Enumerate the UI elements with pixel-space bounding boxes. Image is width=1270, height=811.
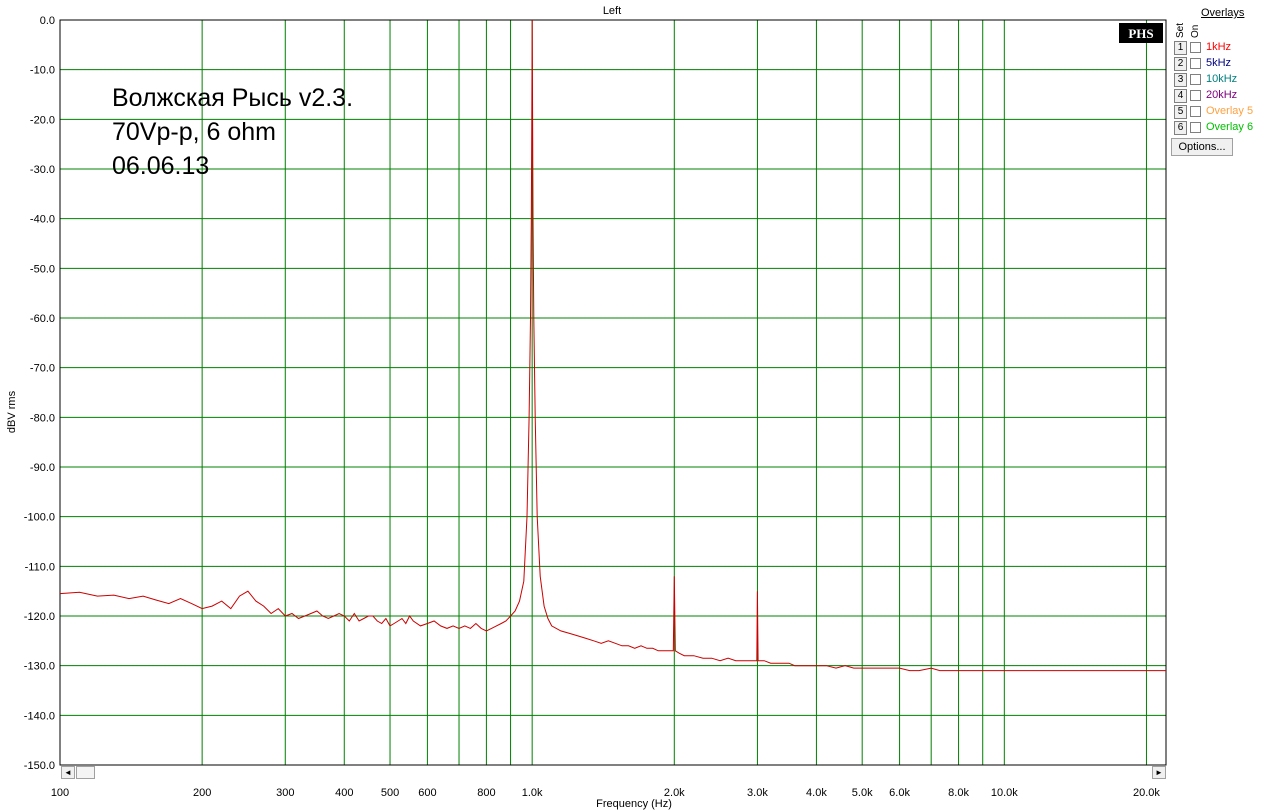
y-tick-label: -10.0 [30,65,55,77]
overlay-checkbox[interactable] [1190,58,1201,69]
y-tick-label: -20.0 [30,114,55,126]
x-tick-label: 5.0k [852,787,873,799]
options-button[interactable]: Options... [1171,138,1233,156]
logo: PHS [1128,26,1153,41]
y-tick-label: -30.0 [30,164,55,176]
x-tick-label: 600 [418,787,436,799]
x-tick-label: 100 [51,787,69,799]
x-tick-label: 4.0k [806,787,827,799]
overlay-label: 20kHz [1206,89,1238,101]
chart-title: Left [603,5,621,17]
overlay-checkbox[interactable] [1190,90,1201,101]
overlay-label: Overlay 5 [1206,105,1254,117]
overlay-label: 1kHz [1206,41,1232,53]
x-axis: 100 200 300 400 500 600 800 1.0k 2.0k 3.0k 4.0k 5.0… [51,787,1161,799]
annotation-line: 06.06.13 [112,152,209,180]
y-tick-label: -80.0 [30,412,55,424]
trace [59,19,1166,672]
overlay-set-button[interactable]: 5 [1174,105,1187,119]
overlays-header-set: Set [1175,22,1186,38]
y-tick-label: -60.0 [30,313,55,325]
spectrum-line [59,19,1166,672]
scroll-left-button[interactable]: ◄ [61,766,75,779]
x-tick-label: 1.0k [522,787,543,799]
overlay-checkbox[interactable] [1190,74,1201,85]
x-tick-label: 800 [477,787,495,799]
overlay-checkbox[interactable] [1190,42,1201,53]
overlay-set-button[interactable]: 4 [1174,89,1187,103]
overlay-label: 5kHz [1206,57,1232,69]
x-tick-label: 300 [276,787,294,799]
overlays-header-on: On [1190,24,1201,38]
x-tick-label: 400 [335,787,353,799]
y-axis: 0.0 -10.0 -20.0 -30.0 -40.0 -50.0 -60.0 -70.0 -8… [24,15,55,772]
x-tick-label: 8.0k [948,787,969,799]
overlay-label: 10kHz [1206,73,1238,85]
overlay-set-button[interactable]: 2 [1174,57,1187,71]
y-tick-label: -110.0 [25,561,55,573]
x-tick-label: 6.0k [889,787,910,799]
y-tick-label: -120.0 [24,611,55,623]
y-tick-label: -90.0 [30,462,55,474]
y-tick-label: -130.0 [24,661,55,673]
grid [59,19,1166,766]
overlays-title[interactable]: Overlays [1201,7,1245,19]
x-tick-label: 20.0k [1133,787,1160,799]
scroll-thumb[interactable] [76,766,95,779]
x-axis-label: Frequency (Hz) [596,798,672,810]
overlay-set-button[interactable]: 6 [1174,121,1187,135]
y-tick-label: 0.0 [40,15,55,27]
x-tick-label: 200 [193,787,211,799]
y-tick-label: -150.0 [24,760,55,772]
logo-box [1119,23,1163,43]
y-tick-label: -70.0 [30,363,55,375]
x-tick-label: 3.0k [747,787,768,799]
plot-frame [59,19,1167,766]
y-tick-label: -140.0 [24,710,55,722]
x-tick-label: 2.0k [664,787,685,799]
x-tick-label: 500 [381,787,399,799]
y-tick-label: -40.0 [30,214,55,226]
annotation-line: 70Vp-p, 6 ohm [112,118,276,146]
overlay-set-button[interactable]: 1 [1174,41,1187,55]
x-tick-label: 10.0k [991,787,1018,799]
y-axis-label: dBV rms [6,390,18,433]
annotation: Волжская Рысь v2.3. 70Vp-p, 6 ohm 06.06.13 [112,84,353,180]
overlay-set-button[interactable]: 3 [1174,73,1187,87]
scroll-right-button[interactable]: ► [1152,766,1166,779]
y-tick-label: -50.0 [30,263,55,275]
overlay-label: Overlay 6 [1206,121,1254,133]
annotation-line: Волжская Рысь v2.3. [112,84,353,112]
overlay-checkbox[interactable] [1190,122,1201,133]
overlay-checkbox[interactable] [1190,106,1201,117]
y-tick-label: -100.0 [24,512,55,524]
